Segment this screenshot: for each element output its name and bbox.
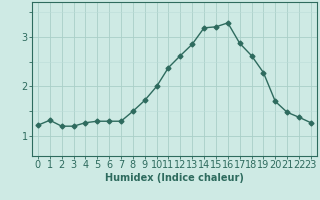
X-axis label: Humidex (Indice chaleur): Humidex (Indice chaleur) bbox=[105, 173, 244, 183]
